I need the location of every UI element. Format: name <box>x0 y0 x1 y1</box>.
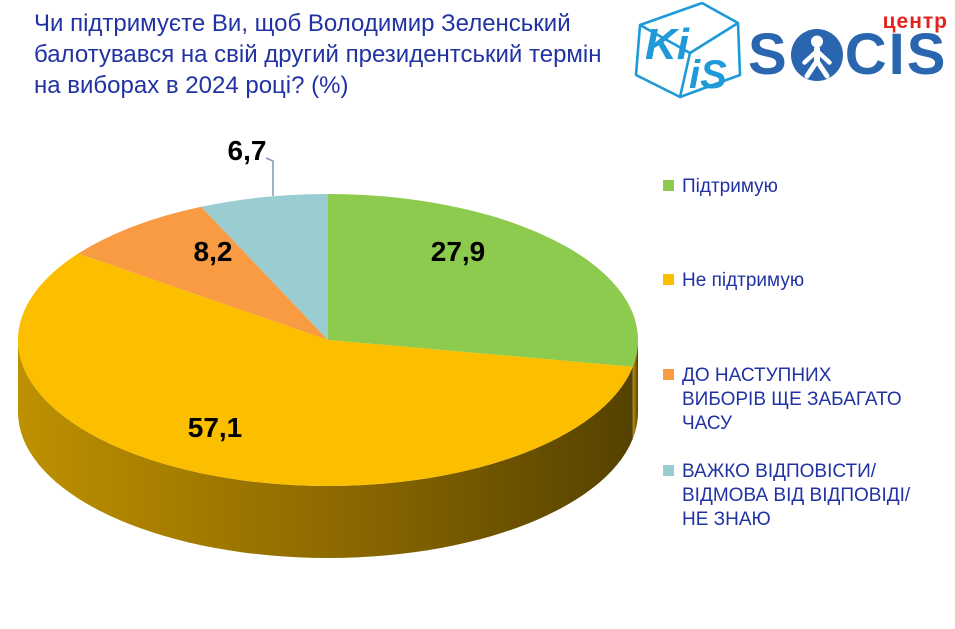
legend-item-pidtrymuiu: Підтримую <box>663 175 778 199</box>
chart-legend: Підтримую Не підтримую ДО НАСТУПНИХ ВИБО… <box>663 0 955 629</box>
legend-label: Не підтримую <box>682 270 805 291</box>
pie-value-vazhko: 6,7 <box>227 135 267 166</box>
socis-logo: центр S CIS <box>748 10 955 90</box>
legend-item-vazhko: ВАЖКО ВІДПОВІСТИ/ ВІДМОВА ВІД ВІДПОВІДІ/… <box>663 460 910 532</box>
legend-swatch-yellow <box>663 274 674 285</box>
kiis-letters-ki: Ki <box>645 20 690 69</box>
pie-value-ne-pidtrymuiu: 57,1 <box>187 412 243 443</box>
socis-center-label: центр <box>882 10 948 33</box>
pie-slice-0 <box>328 194 638 367</box>
socis-wordmark: S CIS <box>748 26 947 84</box>
socis-letter-s: S <box>748 22 789 87</box>
kiis-logo: Ki iS <box>634 2 742 99</box>
socis-man-icon <box>790 29 843 81</box>
pie-value-pidtrymuiu: 27,9 <box>430 236 486 267</box>
pie-side-1 <box>18 340 633 558</box>
pie-slice-1 <box>17 253 633 487</box>
socis-letters-cis: CIS <box>844 22 948 87</box>
legend-label: Підтримую <box>682 176 778 197</box>
pie-slice-2 <box>78 206 328 340</box>
pie-side-0 <box>632 340 638 439</box>
legend-swatch-lightblue <box>663 465 674 476</box>
legend-item-ne-pidtrymuiu: Не підтримую <box>663 269 804 293</box>
pie-slice-3 <box>201 194 328 340</box>
legend-swatch-orange <box>663 369 674 380</box>
leader-line <box>265 157 274 196</box>
legend-swatch-green <box>663 180 674 191</box>
legend-label: ДО НАСТУПНИХ ВИБОРІВ ЩЕ ЗАБАГАТО ЧАСУ <box>682 365 902 434</box>
legend-item-do-nastupnykh: ДО НАСТУПНИХ ВИБОРІВ ЩЕ ЗАБАГАТО ЧАСУ <box>663 364 902 436</box>
pie-value-do-nastupnykh: 8,2 <box>193 236 233 267</box>
chart-title: Чи підтримуєте Ви, щоб Володимир Зеленсь… <box>34 10 602 99</box>
kiis-letters-is: iS <box>689 53 727 97</box>
legend-label: ВАЖКО ВІДПОВІСТИ/ ВІДМОВА ВІД ВІДПОВІДІ/… <box>682 461 911 530</box>
